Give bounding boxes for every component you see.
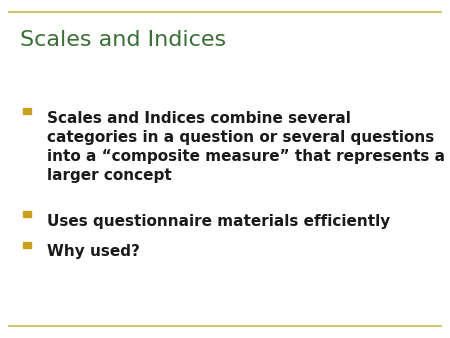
FancyBboxPatch shape (22, 211, 31, 217)
Text: Why used?: Why used? (47, 244, 140, 259)
FancyBboxPatch shape (22, 242, 31, 248)
Text: Scales and Indices: Scales and Indices (20, 30, 226, 50)
Text: Scales and Indices combine several
categories in a question or several questions: Scales and Indices combine several categ… (47, 111, 445, 183)
FancyBboxPatch shape (22, 108, 31, 114)
Text: Uses questionnaire materials efficiently: Uses questionnaire materials efficiently (47, 214, 391, 228)
